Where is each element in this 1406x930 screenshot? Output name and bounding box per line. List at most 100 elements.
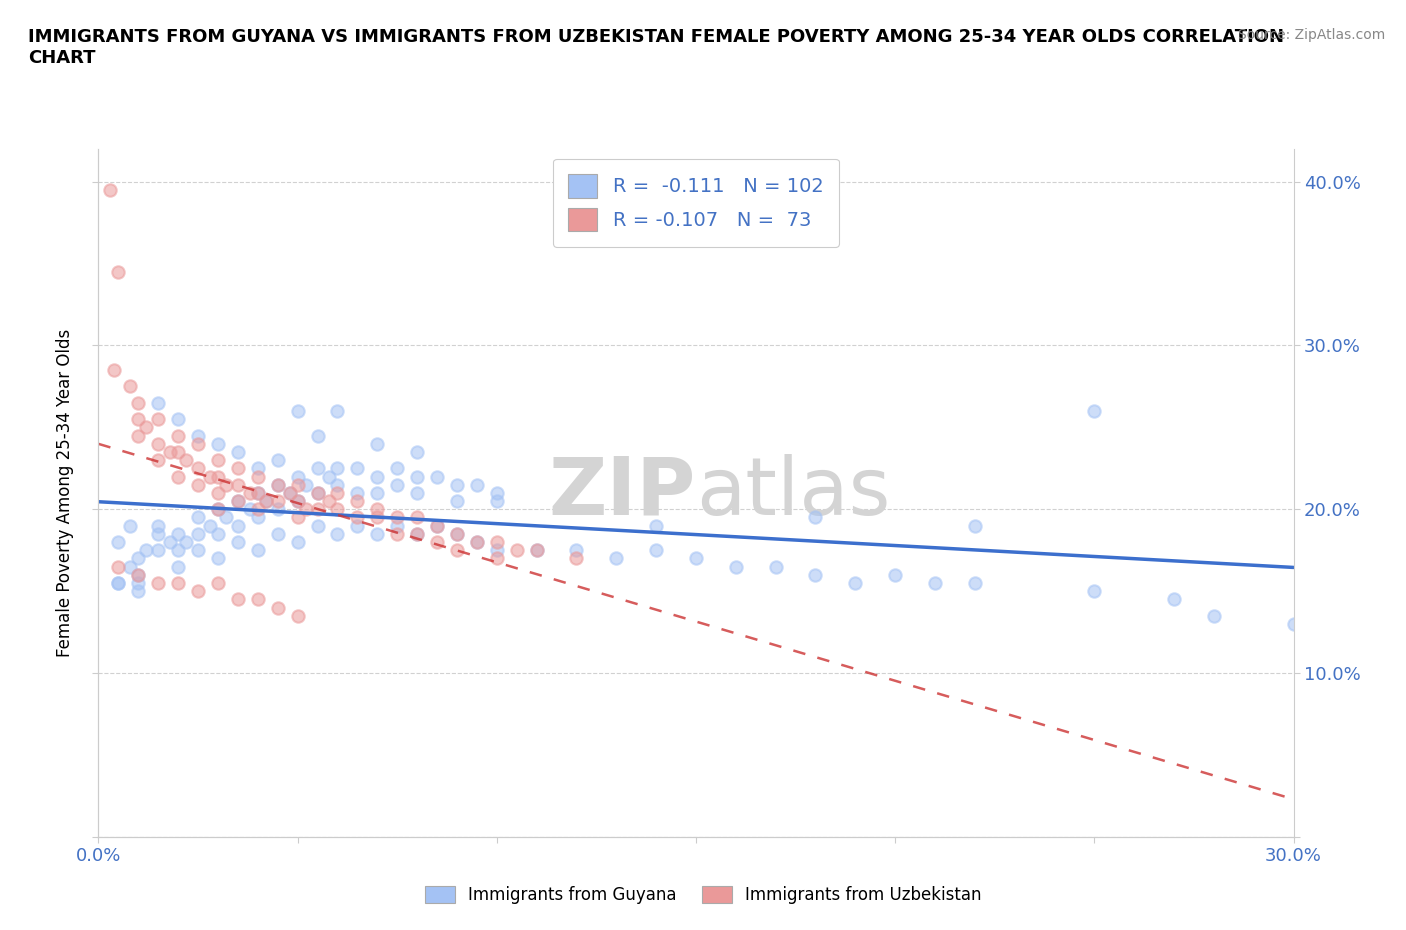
Point [485,551,508,565]
Point [844,576,866,591]
Point [120,379,142,393]
Text: ZIP: ZIP [548,454,696,532]
Point [565,543,588,558]
Point [198,469,221,484]
Point [267,526,290,541]
Point [207,551,229,565]
Point [148,543,170,558]
Point [174,453,197,468]
Point [406,510,429,525]
Point [366,526,388,541]
Point [107,576,129,591]
Point [924,576,946,591]
Point [187,477,209,492]
Point [107,576,129,591]
Point [326,502,349,517]
Point [207,502,229,517]
Point [307,485,329,500]
Text: IMMIGRANTS FROM GUYANA VS IMMIGRANTS FROM UZBEKISTAN FEMALE POVERTY AMONG 25-34 : IMMIGRANTS FROM GUYANA VS IMMIGRANTS FRO… [28,28,1284,67]
Point [804,510,827,525]
Point [485,535,508,550]
Point [120,518,142,533]
Point [198,518,221,533]
Point [465,535,488,550]
Point [246,485,269,500]
Point [148,412,170,427]
Point [207,453,229,468]
Point [226,494,249,509]
Point [267,502,290,517]
Point [127,551,149,565]
Point [226,461,249,476]
Point [167,526,190,541]
Point [406,485,429,500]
Point [465,477,488,492]
Point [207,576,229,591]
Point [226,445,249,459]
Point [135,420,157,435]
Point [127,395,149,410]
Point [148,436,170,451]
Point [148,576,170,591]
Point [207,526,229,541]
Point [127,584,149,599]
Point [267,477,290,492]
Point [406,526,429,541]
Point [246,510,269,525]
Point [187,461,209,476]
Point [215,477,238,492]
Point [174,535,197,550]
Point [526,543,548,558]
Point [307,428,329,443]
Point [645,543,668,558]
Point [246,502,269,517]
Point [446,526,468,541]
Point [326,477,349,492]
Point [385,461,409,476]
Point [287,510,309,525]
Point [565,551,588,565]
Point [159,535,181,550]
Point [366,485,388,500]
Point [167,445,190,459]
Point [148,395,170,410]
Point [267,477,290,492]
Point [159,445,181,459]
Point [446,494,468,509]
Point [167,469,190,484]
Point [485,485,508,500]
Point [385,510,409,525]
Point [385,477,409,492]
Point [167,543,190,558]
Point [127,428,149,443]
Point [307,485,329,500]
Point [148,453,170,468]
Point [239,502,262,517]
Point [278,485,301,500]
Point [187,526,209,541]
Point [215,510,238,525]
Point [346,461,368,476]
Point [366,502,388,517]
Point [127,567,149,582]
Point [307,502,329,517]
Point [307,461,329,476]
Point [963,518,986,533]
Point [148,518,170,533]
Point [127,576,149,591]
Point [294,477,316,492]
Point [406,526,429,541]
Point [526,543,548,558]
Point [485,494,508,509]
Point [207,485,229,500]
Point [267,494,290,509]
Point [346,510,368,525]
Point [246,485,269,500]
Point [1083,404,1105,418]
Point [239,485,262,500]
Point [207,436,229,451]
Point [287,608,309,623]
Point [187,584,209,599]
Point [465,535,488,550]
Point [246,592,269,607]
